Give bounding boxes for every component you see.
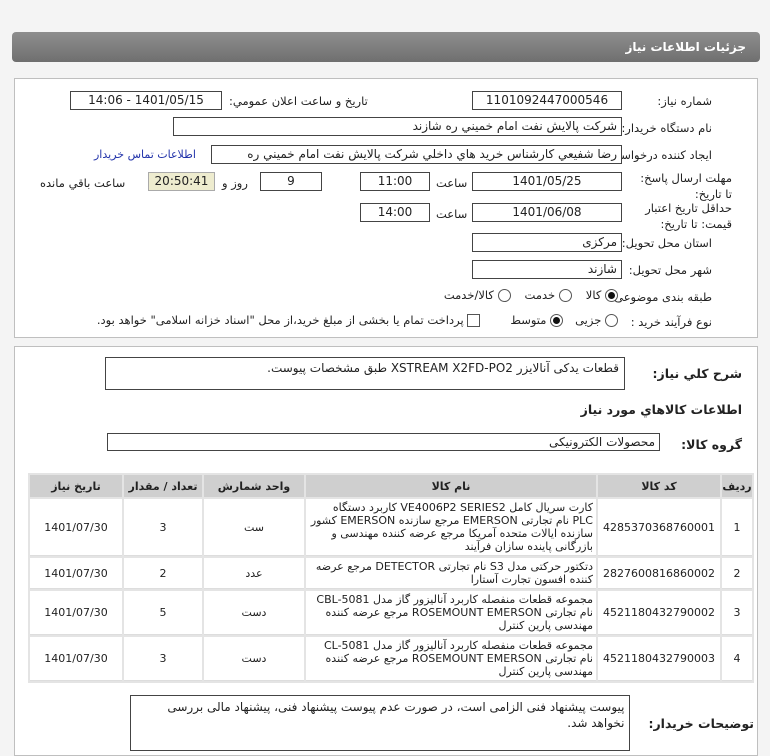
cell-n: 2 (722, 558, 752, 589)
cell-code: 4521180432790002 (598, 591, 720, 635)
checkbox-icon[interactable] (467, 314, 481, 327)
goods-table: رديف کد کالا نام کالا واحد شمارش تعداد /… (28, 473, 754, 683)
group-field: محصولات الکترونیکی (107, 433, 660, 451)
cell-qty: 3 (124, 637, 202, 681)
validity-date-field[interactable]: 1401/06/08 (472, 203, 622, 222)
radio-icon[interactable] (558, 289, 572, 302)
cell-date: 1401/07/30 (30, 558, 122, 589)
goods-section-header: اطلاعات کالاهاي مورد نياز (580, 402, 742, 417)
cell-n: 3 (722, 591, 752, 635)
city-label: شهر محل تحويل: (628, 263, 712, 277)
category-radio-group: کالا خدمت کالا/خدمت (444, 288, 618, 302)
validity-label: حداقل تاريخ اعتبار قيمت: تا تاريخ: (645, 201, 732, 231)
announce-field[interactable]: 1401/05/15 - 14:06 (70, 91, 222, 110)
notes-row: توضيحات خريدار: پیوست پیشنهاد فنی الزامی… (28, 695, 754, 751)
cell-name: کارت سریال کامل VE4006P2 SERIES2 کاربرد … (306, 499, 596, 556)
col-unit: واحد شمارش (204, 475, 304, 497)
table-row: 1 4285370368760001 کارت سریال کامل VE4006P… (30, 499, 752, 556)
need-number-field[interactable]: 1101092447000546 (472, 91, 622, 110)
requester-label: ايجاد کننده درخواست: (606, 148, 712, 162)
days-label: روز و (222, 176, 248, 190)
page-title: جزئیات اطلاعات نیاز (12, 32, 760, 62)
col-qty: تعداد / مقدار (124, 475, 202, 497)
cell-qty: 5 (124, 591, 202, 635)
requester-field[interactable]: رضا شفيعي کارشناس خريد هاي داخلي شرکت پا… (211, 145, 622, 164)
buyer-label: نام دستگاه خريدار: (621, 121, 712, 135)
announce-label: تاريخ و ساعت اعلان عمومي: (229, 94, 368, 108)
category-label: طبقه بندی موضوعی: (610, 290, 712, 304)
table-row: 3 4521180432790002 مجموعه قطعات منفصله کار… (30, 591, 752, 635)
cell-code: 4285370368760001 (598, 499, 720, 556)
cell-date: 1401/07/30 (30, 499, 122, 556)
cell-unit: دست (204, 591, 304, 635)
deadline-time-field[interactable]: 11:00 (360, 172, 430, 191)
radio-icon[interactable] (605, 314, 618, 327)
notes-field: پیوست پیشنهاد فنی الزامی است، در صورت عد… (130, 695, 631, 751)
radio-icon[interactable] (497, 289, 511, 302)
cell-unit: دست (204, 637, 304, 681)
category-option-goods-service[interactable]: کالا/خدمت (444, 288, 511, 302)
countdown-field: 20:50:41 (148, 172, 215, 191)
notes-label: توضيحات خريدار: (648, 715, 754, 731)
cell-n: 1 (722, 499, 752, 556)
buyer-field[interactable]: شرکت پالايش نفت امام خميني ره شازند (173, 117, 622, 136)
cell-code: 2827600816860002 (598, 558, 720, 589)
col-row: رديف (722, 475, 752, 497)
validity-time-label: ساعت (436, 207, 468, 221)
cell-date: 1401/07/30 (30, 637, 122, 681)
table-row: 4 4521180432790003 مجموعه قطعات منفصله کار… (30, 637, 752, 681)
col-date: تاريخ نياز (30, 475, 122, 497)
cell-name: مجموعه قطعات منفصله کاربرد آنالیزور گاز … (306, 591, 596, 635)
cell-name: دتکتور حرکتی مدل S3 نام تجارتی DETECTOR … (306, 558, 596, 589)
remaining-label: ساعت باقي مانده (40, 176, 126, 190)
province-field[interactable]: مرکزی (472, 233, 622, 252)
radio-checked-icon[interactable] (605, 289, 618, 302)
need-number-label: شماره نیاز: (657, 94, 712, 108)
process-radio-group: جزیی متوسط پرداخت تمام يا بخشی از مبلغ خ… (97, 313, 618, 327)
city-field[interactable]: شازند (472, 260, 622, 279)
contact-buyer-link[interactable]: اطلاعات تماس خريدار (94, 148, 196, 161)
cell-unit: عدد (204, 558, 304, 589)
cell-qty: 3 (124, 499, 202, 556)
deadline-label: مهلت ارسال پاسخ: تا تاريخ: (640, 171, 732, 201)
group-label: گروه کالا: (681, 437, 742, 452)
deadline-time-label: ساعت (436, 176, 468, 190)
goods-and-notes: رديف کد کالا نام کالا واحد شمارش تعداد /… (28, 473, 754, 751)
cell-qty: 2 (124, 558, 202, 589)
col-name: نام کالا (306, 475, 596, 497)
category-option-goods[interactable]: کالا (586, 288, 618, 302)
validity-time-field[interactable]: 14:00 (360, 203, 430, 222)
cell-unit: ست (204, 499, 304, 556)
process-label: نوع فرآيند خريد : (630, 315, 712, 329)
days-field: 9 (260, 172, 322, 191)
summary-field: قطعات یدکی آنالایزر XSTREAM X2FD-PO2 طبق… (105, 357, 625, 390)
category-option-service[interactable]: خدمت (525, 288, 572, 302)
process-option-medium[interactable]: متوسط (510, 313, 564, 327)
summary-label: شرح کلي نياز: (652, 366, 742, 381)
table-header-row: رديف کد کالا نام کالا واحد شمارش تعداد /… (30, 475, 752, 497)
cell-code: 4521180432790003 (598, 637, 720, 681)
payment-option[interactable]: پرداخت تمام يا بخشی از مبلغ خريد،از محل … (97, 313, 481, 327)
table-row: 2 2827600816860002 دتکتور حرکتی مدل S3 نام… (30, 558, 752, 589)
cell-name: مجموعه قطعات منفصله کاربرد آنالیزور گاز … (306, 637, 596, 681)
cell-n: 4 (722, 637, 752, 681)
deadline-date-field[interactable]: 1401/05/25 (472, 172, 622, 191)
cell-date: 1401/07/30 (30, 591, 122, 635)
province-label: استان محل تحويل: (621, 236, 712, 250)
radio-checked-icon[interactable] (550, 314, 564, 327)
process-option-minor[interactable]: جزیی (575, 313, 618, 327)
col-code: کد کالا (598, 475, 720, 497)
